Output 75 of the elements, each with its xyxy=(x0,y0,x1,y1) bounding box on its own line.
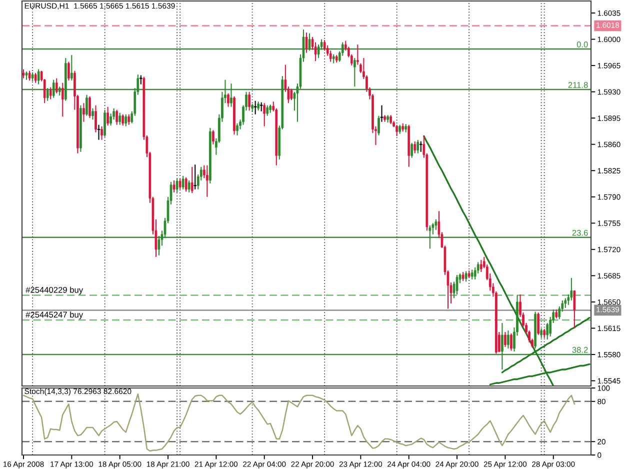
candlestick xyxy=(570,277,573,301)
candlestick xyxy=(555,308,558,319)
candlestick xyxy=(118,112,122,126)
candlestick xyxy=(190,166,194,194)
candlestick xyxy=(124,114,128,127)
candlestick xyxy=(58,86,61,96)
candlestick xyxy=(434,218,438,230)
candlestick xyxy=(510,332,512,352)
candlestick xyxy=(266,104,269,116)
candlestick xyxy=(70,54,73,82)
candlestick xyxy=(236,122,238,136)
annotation: 38.2 xyxy=(572,346,588,353)
candlestick xyxy=(380,104,384,122)
candlestick xyxy=(52,79,55,98)
candlestick xyxy=(22,68,25,79)
candlestick xyxy=(464,270,468,282)
candlestick xyxy=(100,126,103,140)
candlestick xyxy=(414,140,416,154)
candlestick xyxy=(462,271,464,282)
candlestick xyxy=(212,130,214,145)
candlestick xyxy=(257,101,260,112)
candlestick xyxy=(263,102,266,127)
candlestick xyxy=(94,104,97,133)
annotation: 211.8 xyxy=(568,82,588,88)
candlestick xyxy=(470,269,474,280)
candlestick xyxy=(55,78,58,94)
candlestick xyxy=(61,82,64,118)
candlestick xyxy=(46,88,49,102)
candlestick xyxy=(504,331,506,348)
candlestick xyxy=(378,115,380,136)
annotation: 0.0 xyxy=(576,41,588,48)
candlestick xyxy=(128,114,130,126)
candlestick xyxy=(67,61,70,82)
candlestick xyxy=(290,88,293,101)
candlestick xyxy=(206,164,208,198)
candlestick xyxy=(182,175,184,190)
candlestick xyxy=(480,259,482,272)
candlestick xyxy=(501,322,504,370)
candlestick xyxy=(88,96,91,119)
candlestick xyxy=(507,330,510,349)
annotation: 23.6 xyxy=(572,230,588,236)
candlestick xyxy=(564,298,567,308)
candlestick xyxy=(82,102,85,122)
candlestick xyxy=(254,100,257,115)
candlestick xyxy=(28,70,31,82)
candlestick xyxy=(172,180,176,193)
candlestick xyxy=(305,32,308,54)
candlestick xyxy=(573,290,576,329)
candlestick xyxy=(390,114,392,125)
candlestick xyxy=(37,68,40,85)
candlestick xyxy=(398,124,401,134)
candlestick xyxy=(308,32,311,52)
annotation: #25440229 buy xyxy=(26,286,84,294)
candlestick xyxy=(537,312,540,336)
candlestick xyxy=(184,176,188,192)
candlestick xyxy=(456,274,458,295)
candlestick xyxy=(227,92,230,108)
candlestick xyxy=(92,108,94,120)
candlestick xyxy=(332,54,335,64)
candlestick xyxy=(49,86,52,100)
candlestick xyxy=(97,124,100,140)
candlestick xyxy=(410,142,414,158)
candlestick xyxy=(353,58,356,88)
candlestick xyxy=(230,83,232,108)
annotation: #25445247 buy xyxy=(26,311,84,320)
candlestick xyxy=(122,114,124,126)
candlestick xyxy=(188,180,190,193)
candlestick xyxy=(428,224,432,250)
candlestick xyxy=(248,91,250,112)
candlestick xyxy=(34,72,37,84)
candlestick xyxy=(106,106,109,126)
candlestick xyxy=(260,102,263,112)
candlestick xyxy=(86,94,88,116)
candlestick xyxy=(416,139,420,154)
candlestick xyxy=(116,109,118,126)
